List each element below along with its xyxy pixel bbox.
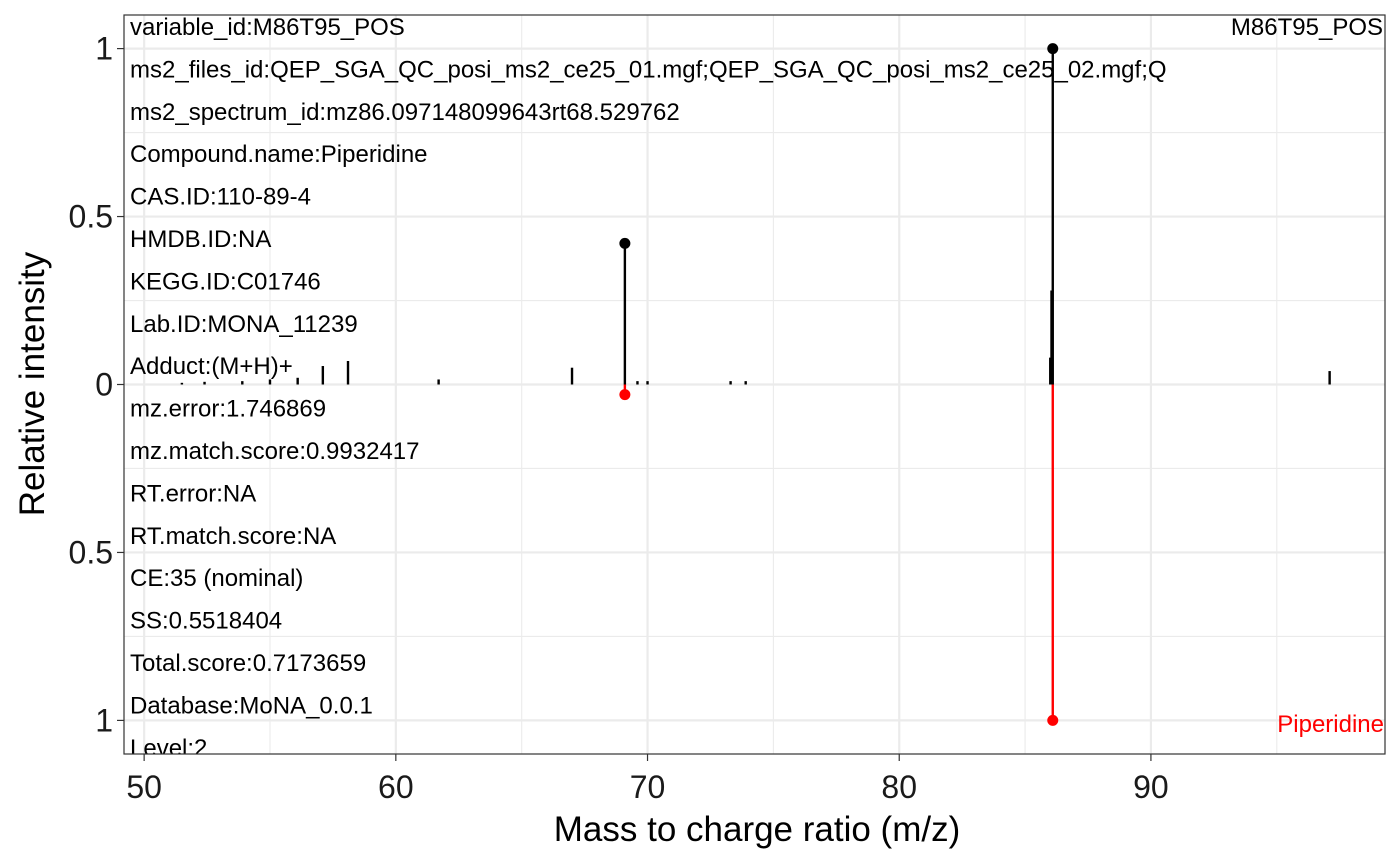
x-tick-label: 90 bbox=[1133, 769, 1169, 805]
annotation-line: ms2_files_id:QEP_SGA_QC_posi_ms2_ce25_01… bbox=[130, 56, 1167, 83]
annotation-line: KEGG.ID:C01746 bbox=[130, 268, 321, 295]
x-tick-label: 80 bbox=[881, 769, 917, 805]
y-tick-label: 0.5 bbox=[69, 199, 113, 235]
experimental-peak-point bbox=[619, 237, 631, 249]
library-peak-point bbox=[619, 389, 631, 401]
annotation-line: CE:35 (nominal) bbox=[130, 565, 303, 592]
annotation-line: CAS.ID:110-89-4 bbox=[130, 184, 311, 211]
peaks bbox=[180, 43, 1331, 726]
annotation-line: RT.match.score:NA bbox=[130, 523, 336, 550]
annotation-line: HMDB.ID:NA bbox=[130, 226, 271, 253]
annotation-line: RT.error:NA bbox=[130, 480, 256, 507]
annotation-line: Level:2 bbox=[130, 735, 207, 762]
annotation-line: SS:0.5518404 bbox=[130, 608, 282, 635]
x-axis-title: Mass to charge ratio (m/z) bbox=[554, 810, 961, 849]
x-tick-label: 60 bbox=[378, 769, 414, 805]
annotation-line: Database:MoNA_0.0.1 bbox=[130, 692, 373, 719]
grid-major bbox=[124, 15, 1385, 754]
annotation-line: variable_id:M86T95_POS bbox=[130, 14, 405, 41]
annotation-line: mz.error:1.746869 bbox=[130, 396, 326, 423]
annotation-block: variable_id:M86T95_POS ms2_files_id:QEP_S… bbox=[130, 14, 1167, 762]
annotation-line: mz.match.score:0.9932417 bbox=[130, 438, 420, 465]
annotation-line: ms2_spectrum_id:mz86.097148099643rt68.52… bbox=[130, 99, 680, 126]
experimental-peak-point bbox=[1047, 43, 1059, 55]
y-tick-label: 1 bbox=[95, 702, 113, 738]
annotation-line: Total.score:0.7173659 bbox=[130, 650, 366, 677]
x-tick-label: 70 bbox=[630, 769, 666, 805]
library-label: Piperidine bbox=[1277, 711, 1384, 738]
y-axis-title: Relative intensity bbox=[13, 251, 52, 516]
y-axis: 1 0.5 0 0.5 1 bbox=[69, 31, 124, 738]
y-tick-label: 0 bbox=[95, 367, 113, 403]
y-tick-label: 0.5 bbox=[69, 534, 113, 570]
library-peak-point bbox=[1047, 714, 1059, 726]
annotation-line: Adduct:(M+H)+ bbox=[130, 353, 293, 380]
x-axis: 50 60 70 80 90 bbox=[126, 754, 1169, 805]
experimental-label: M86T95_POS bbox=[1231, 14, 1383, 41]
y-tick-label: 1 bbox=[95, 31, 113, 67]
annotation-line: Lab.ID:MONA_11239 bbox=[130, 311, 358, 338]
annotation-line: Compound.name:Piperidine bbox=[130, 141, 428, 168]
x-tick-label: 50 bbox=[126, 769, 162, 805]
